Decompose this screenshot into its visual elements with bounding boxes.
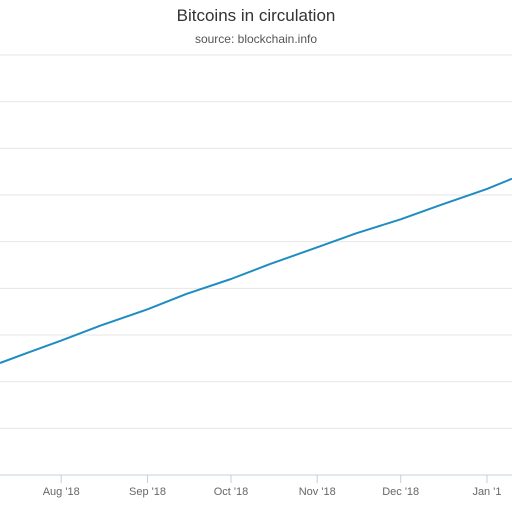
grid-lines — [0, 54, 512, 476]
x-tick-label: Sep '18 — [129, 486, 166, 498]
chart-title: Bitcoins in circulation — [176, 6, 336, 25]
series-layer — [0, 177, 512, 364]
x-tick-label: Nov '18 — [299, 486, 336, 498]
chart-subtitle: source: blockchain.info — [194, 32, 318, 46]
x-tick-label: Dec '18 — [382, 486, 419, 498]
series-line — [0, 177, 512, 364]
x-tick-label: Aug '18 — [43, 486, 80, 498]
x-tick-label: Jan '1 — [472, 486, 501, 498]
x-axis: Aug '18 Sep '18 Oct '18 Nov '18 Dec '18 Jan '… — [43, 475, 501, 498]
x-tick-label: Oct '18 — [214, 486, 249, 498]
